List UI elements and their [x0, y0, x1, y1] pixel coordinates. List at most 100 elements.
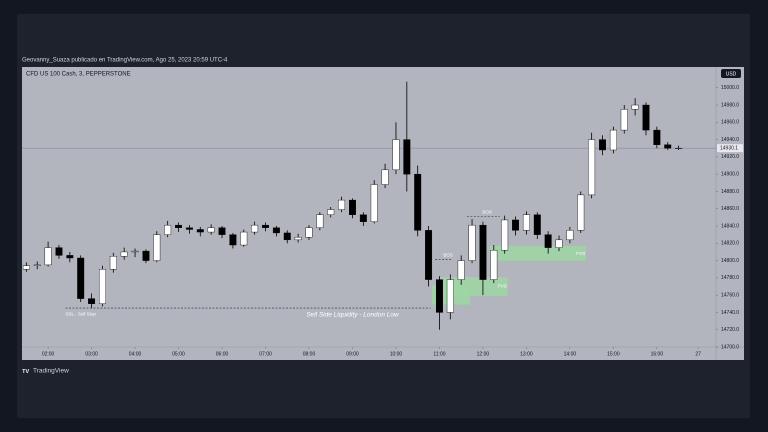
candle-body — [588, 139, 596, 196]
candle-body — [512, 219, 520, 231]
candle-body — [272, 227, 280, 234]
y-tick-label: 14740.0 — [721, 310, 739, 316]
candle-body — [283, 232, 291, 241]
candle-body — [262, 224, 269, 228]
x-tick-label: 09:00 — [346, 351, 359, 357]
candle-body — [425, 230, 433, 280]
candle-body — [533, 214, 541, 235]
candle-body — [196, 229, 204, 233]
candle-body — [55, 247, 63, 256]
candle-body — [566, 230, 574, 241]
x-tick-label: 07:00 — [259, 351, 272, 357]
candle-body — [131, 250, 139, 253]
candle-body — [229, 234, 237, 246]
y-tick-label: 14920.0 — [721, 154, 739, 160]
x-tick-label: 04:00 — [129, 351, 142, 357]
y-tick-label: 14700.0 — [721, 344, 739, 350]
x-tick-label: 16:00 — [651, 351, 664, 357]
candle-body — [522, 214, 530, 231]
candle-body — [490, 250, 498, 280]
candle-body — [392, 139, 400, 171]
y-tick-label: 14760.0 — [721, 292, 739, 298]
plot: 14700.0 14720.0 14740.0 14760.0 14780.0 14800… — [22, 81, 739, 357]
y-tick-label: 14980.0 — [721, 102, 739, 108]
y-tick-label: 14780.0 — [721, 275, 739, 281]
candle-body — [240, 231, 248, 246]
brand-mark: ᴛᴠ — [22, 368, 29, 375]
last-price-label: 14930.1 — [720, 145, 738, 151]
candle-body — [359, 214, 367, 222]
candle-body — [327, 209, 335, 215]
currency-button[interactable] — [721, 69, 741, 78]
candle-body — [675, 147, 683, 149]
y-tick-label: 14820.0 — [721, 241, 739, 247]
y-tick-label: 14720.0 — [721, 327, 739, 333]
symbol-title: CFD US 100 Cash, 3, PEPPERSTONE — [26, 72, 131, 78]
candle-body — [501, 219, 509, 251]
candle-body — [294, 237, 302, 241]
candle-body — [620, 109, 628, 131]
annotation: FVG — [576, 251, 586, 256]
annotation: BOS — [443, 253, 453, 258]
candle-body — [153, 234, 161, 261]
x-tick-label: 11:00 — [433, 351, 445, 357]
candle-body — [316, 214, 324, 228]
x-tick-label: 10:00 — [390, 351, 403, 357]
candle-body — [207, 227, 215, 233]
x-tick-label: 08:00 — [303, 351, 316, 357]
annotation: FVG — [498, 284, 508, 289]
candle-body — [609, 129, 617, 151]
candle-body — [544, 234, 552, 248]
candle-body — [435, 279, 443, 313]
x-tick-label: 02:00 — [42, 351, 55, 357]
fvg-zone — [439, 277, 508, 297]
y-tick-label: 14800.0 — [721, 258, 739, 264]
candle-body — [577, 194, 585, 231]
candle-body — [479, 224, 487, 280]
candle-body — [338, 199, 346, 210]
candle-body — [370, 184, 378, 222]
candle-body — [349, 199, 356, 215]
x-tick-label: 03:00 — [85, 351, 98, 357]
candle-body — [251, 224, 259, 233]
candle-body — [555, 239, 563, 248]
candle-body — [98, 269, 106, 304]
annotation: SSL - Sell Stop — [66, 311, 97, 316]
candle-body — [305, 227, 313, 238]
candle-body — [109, 256, 117, 270]
candle-body — [66, 255, 74, 259]
candle-body — [446, 279, 454, 313]
candle-body — [142, 250, 150, 261]
candle-body — [403, 139, 411, 175]
y-tick-label: 14840.0 — [721, 223, 739, 229]
candle-body — [44, 247, 52, 266]
y-tick-label: 14900.0 — [721, 171, 739, 177]
y-tick-label: 15000.0 — [721, 85, 739, 91]
candle-body — [22, 265, 30, 270]
candle-body — [218, 227, 226, 235]
y-tick-label: 14860.0 — [721, 206, 739, 212]
candle-body — [664, 144, 672, 149]
x-tick-label: 15:00 — [607, 351, 620, 357]
candle-body — [642, 104, 650, 131]
candle-body — [457, 260, 465, 280]
annotation: Sell Side Liquidity - London Low — [306, 312, 400, 319]
candle-body — [77, 257, 85, 299]
x-tick-label: 14:00 — [564, 351, 577, 357]
currency-label[interactable]: USD — [726, 71, 737, 77]
x-tick-label: 06:00 — [216, 351, 229, 357]
candle-body — [599, 139, 606, 151]
candle-body — [653, 129, 661, 145]
candle-body — [33, 264, 41, 266]
fvg-zone — [489, 245, 586, 261]
candle-body — [88, 298, 96, 304]
candle-body — [164, 224, 172, 235]
x-tick-label: 13:00 — [520, 351, 533, 357]
last-price-box — [717, 144, 743, 153]
x-tick-label: 05:00 — [172, 351, 185, 357]
candle-body — [175, 224, 183, 228]
brand-name: TradingView — [33, 368, 69, 375]
y-tick-label: 14960.0 — [721, 120, 739, 126]
